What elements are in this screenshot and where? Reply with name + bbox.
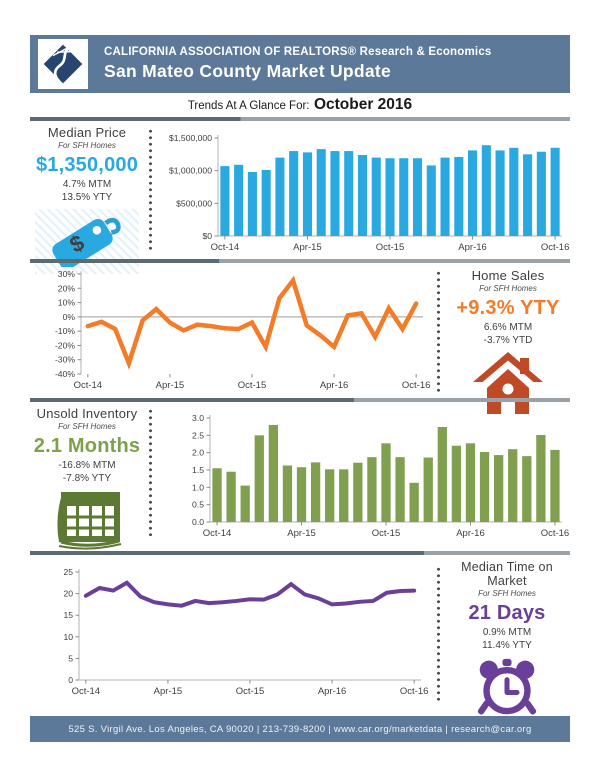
house-icon (473, 352, 543, 414)
svg-text:1.0: 1.0 (192, 482, 204, 492)
median-price-value: $1,350,000 (35, 154, 139, 176)
svg-text:$0: $0 (202, 231, 212, 241)
unsold-inventory-value: 2.1 Months (33, 435, 141, 457)
svg-text:Apr-16: Apr-16 (318, 686, 347, 697)
svg-text:1.5: 1.5 (192, 465, 204, 475)
median-price-chart: $0 $500,000 $1,000,000 $1,500,000 Oct-14 Apr-… (169, 133, 570, 253)
mtm-stat: 0.9% MTM (482, 627, 532, 638)
section-divider (30, 259, 570, 263)
mtm-stat: 4.7% MTM (62, 179, 112, 190)
mtm-stat: -16.8% MTM (58, 460, 116, 471)
calendar-icon (57, 492, 122, 550)
price-tag-icon: $ (35, 209, 139, 274)
svg-text:$1,500,000: $1,500,000 (169, 133, 212, 143)
svg-text:Oct-16: Oct-16 (400, 686, 429, 697)
panel-title: Median Price (47, 125, 127, 140)
svg-text:10: 10 (63, 632, 73, 642)
dotted-separator (436, 270, 441, 392)
svg-text:30%: 30% (58, 269, 76, 279)
org-title: CALIFORNIA ASSOCIATION OF REALTORS® Rese… (104, 46, 492, 58)
svg-text:Oct-14: Oct-14 (211, 242, 240, 253)
svg-text:Oct-16: Oct-16 (402, 380, 431, 391)
svg-text:Oct-15: Oct-15 (238, 380, 267, 391)
svg-text:0.0: 0.0 (192, 517, 204, 527)
median-price-panel: Median Price For SFH Homes $1,350,000 4.… (26, 125, 148, 274)
svg-text:Oct-14: Oct-14 (72, 686, 101, 697)
median-time-value: 21 Days (468, 602, 546, 624)
panel-title: Home Sales (471, 268, 545, 283)
svg-text:-40%: -40% (55, 369, 75, 379)
svg-text:-30%: -30% (55, 355, 75, 365)
unsold-inventory-chart: 0.0 0.5 1.0 1.5 2.0 2.5 3.0 Oct-14 Apr-15 Oct-15 A… (192, 413, 570, 539)
svg-text:3.0: 3.0 (192, 413, 204, 423)
svg-text:Oct-14: Oct-14 (74, 380, 103, 391)
svg-text:0: 0 (68, 675, 73, 685)
section-divider (30, 398, 570, 402)
yty-stat: -7.8% YTY (62, 473, 112, 484)
dotted-separator (436, 566, 441, 704)
svg-text:Oct-16: Oct-16 (541, 528, 570, 539)
svg-text:$500,000: $500,000 (176, 198, 212, 208)
car-logo-icon (43, 44, 83, 84)
trends-period: October 2016 (313, 96, 413, 113)
ytd-stat: -3.7% YTD (483, 335, 533, 346)
trends-prefix: Trends At A Glance For: (187, 100, 310, 112)
dotted-separator (148, 128, 153, 252)
trends-line: Trends At A Glance For: October 2016 (0, 96, 600, 114)
svg-text:Oct-15: Oct-15 (376, 242, 405, 253)
svg-text:10%: 10% (58, 298, 76, 308)
yty-stat: 13.5% YTY (61, 192, 113, 203)
median-time-panel: Median Time on Market For SFH Homes 21 D… (440, 560, 574, 717)
panel-subtitle: For SFH Homes (58, 422, 116, 431)
home-sales-value: +9.3% YTY (456, 297, 560, 319)
panel-subtitle: For SFH Homes (58, 141, 116, 150)
panel-subtitle: For SFH Homes (479, 284, 537, 293)
svg-text:Oct-15: Oct-15 (372, 528, 401, 539)
svg-text:-10%: -10% (55, 326, 75, 336)
panel-title: Median Time on Market (461, 560, 553, 588)
yty-stat: 11.4% YTY (482, 640, 532, 651)
svg-text:25: 25 (63, 567, 73, 577)
svg-text:Apr-15: Apr-15 (156, 380, 185, 391)
svg-text:20: 20 (63, 589, 73, 599)
svg-text:Apr-16: Apr-16 (456, 528, 485, 539)
svg-text:Oct-16: Oct-16 (541, 242, 570, 253)
median-time-chart: 0 5 10 15 20 25 Oct-14 Apr-15 Oct-15 Apr-16 Oct-16 (63, 567, 429, 697)
svg-text:Apr-15: Apr-15 (287, 528, 316, 539)
car-logo-box (38, 39, 88, 89)
svg-text:5: 5 (68, 653, 73, 663)
svg-text:0%: 0% (63, 312, 76, 322)
section-divider (30, 551, 570, 555)
svg-text:Apr-15: Apr-15 (293, 242, 322, 253)
svg-text:15: 15 (63, 610, 73, 620)
svg-text:0.5: 0.5 (192, 500, 204, 510)
panel-subtitle: For SFH Homes (478, 589, 536, 598)
svg-text:-20%: -20% (55, 340, 75, 350)
alarm-clock-icon (477, 658, 537, 715)
home-sales-chart: 30% 20% 10% 0% -10% -20% -30% -40%Oct-14 Apr-15 O… (55, 269, 431, 391)
svg-text:20%: 20% (58, 283, 76, 293)
svg-text:$1,000,000: $1,000,000 (169, 166, 212, 176)
header-titles: CALIFORNIA ASSOCIATION OF REALTORS® Rese… (104, 46, 492, 82)
header-banner: CALIFORNIA ASSOCIATION OF REALTORS® Rese… (30, 35, 570, 93)
footer-contact-text: 525 S. Virgil Ave. Los Angeles, CA 90020… (68, 723, 532, 735)
report-title: San Mateo County Market Update (104, 61, 392, 81)
svg-text:Apr-16: Apr-16 (458, 242, 487, 253)
unsold-inventory-panel: Unsold Inventory For SFH Homes 2.1 Month… (26, 406, 148, 552)
dotted-separator (148, 408, 153, 536)
home-sales-panel: Home Sales For SFH Homes +9.3% YTY 6.6% … (444, 268, 572, 414)
mtm-stat: 6.6% MTM (483, 322, 533, 333)
footer-bar: 525 S. Virgil Ave. Los Angeles, CA 90020… (30, 716, 570, 742)
svg-text:2.0: 2.0 (192, 448, 204, 458)
svg-text:Apr-16: Apr-16 (320, 380, 349, 391)
svg-text:Oct-14: Oct-14 (203, 528, 232, 539)
svg-text:Apr-15: Apr-15 (154, 686, 183, 697)
svg-text:Oct-15: Oct-15 (236, 686, 265, 697)
svg-text:2.5: 2.5 (192, 430, 204, 440)
section-divider (30, 117, 570, 121)
panel-title: Unsold Inventory (36, 406, 138, 421)
